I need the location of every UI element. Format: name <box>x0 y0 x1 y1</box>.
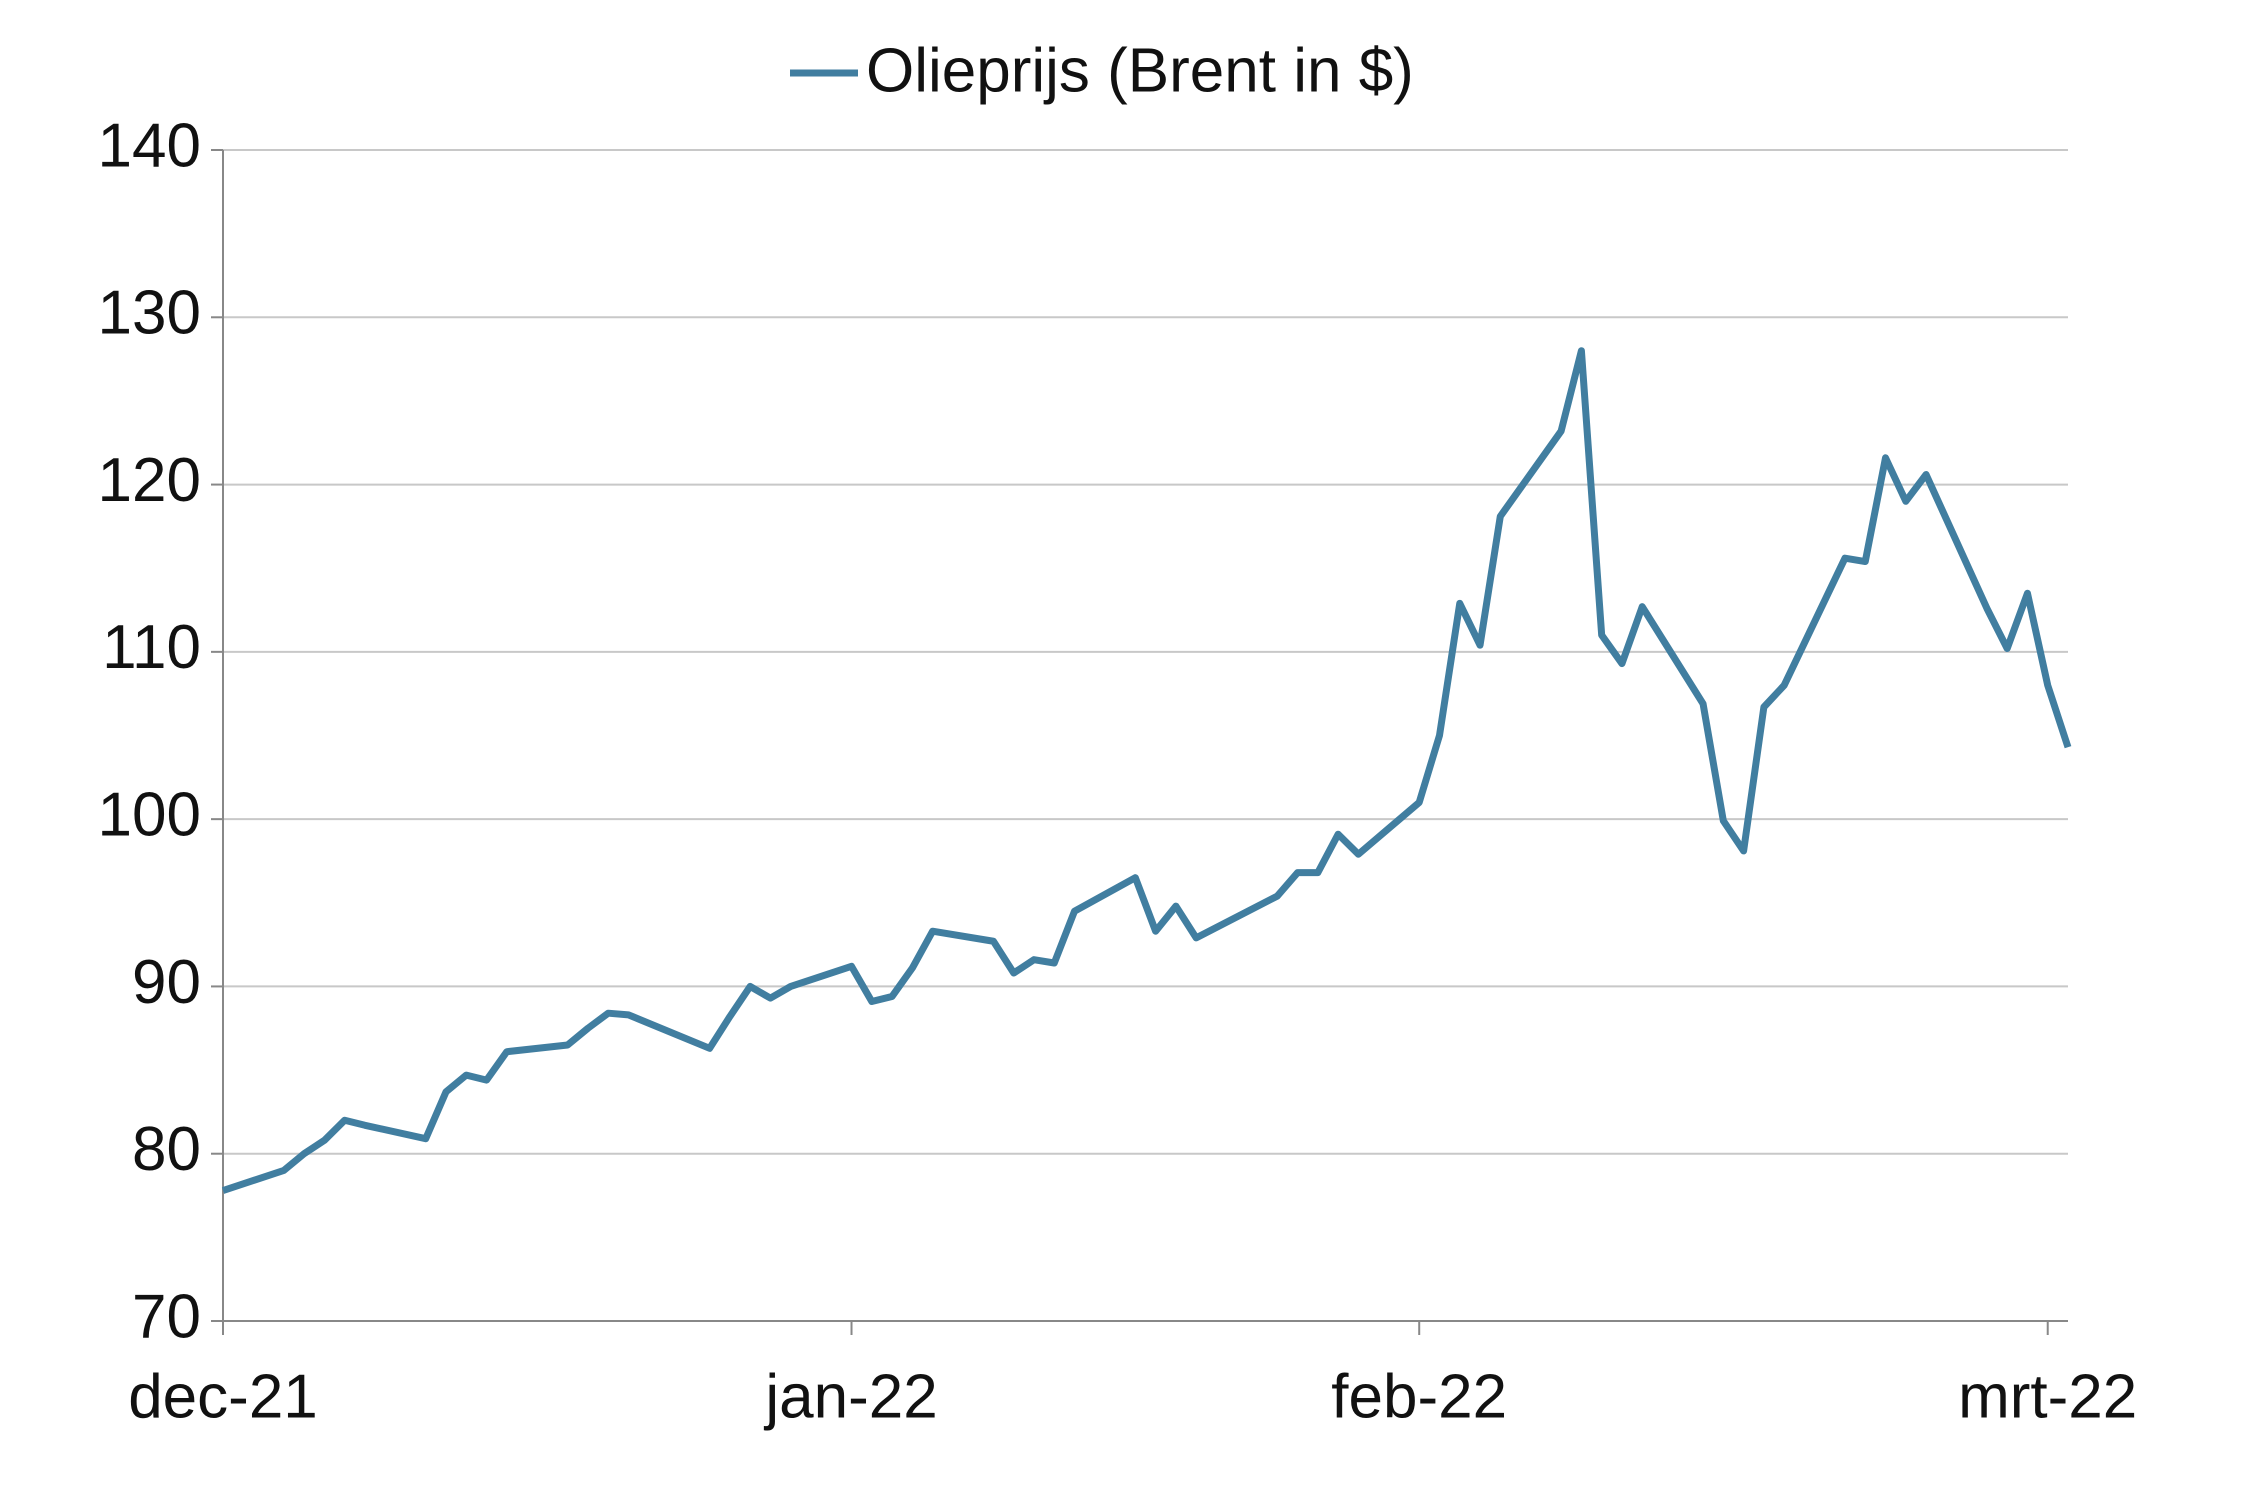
x-tick-label: mrt-22 <box>1958 1362 2137 1431</box>
legend-label: Olieprijs (Brent in $) <box>866 36 1414 105</box>
y-tick-label: 100 <box>98 781 201 850</box>
y-tick-label: 70 <box>132 1282 201 1351</box>
x-tick-label: feb-22 <box>1331 1362 1507 1431</box>
y-tick-label: 90 <box>132 948 201 1017</box>
x-tick-label: dec-21 <box>128 1362 318 1431</box>
x-tick-label: jan-22 <box>763 1362 937 1431</box>
y-tick-label: 120 <box>98 446 201 515</box>
y-tick-label: 80 <box>132 1115 201 1184</box>
price-line <box>221 347 2072 1194</box>
y-tick-label: 110 <box>102 613 201 682</box>
y-tick-label: 130 <box>98 279 201 348</box>
y-tick-label: 140 <box>98 111 201 180</box>
